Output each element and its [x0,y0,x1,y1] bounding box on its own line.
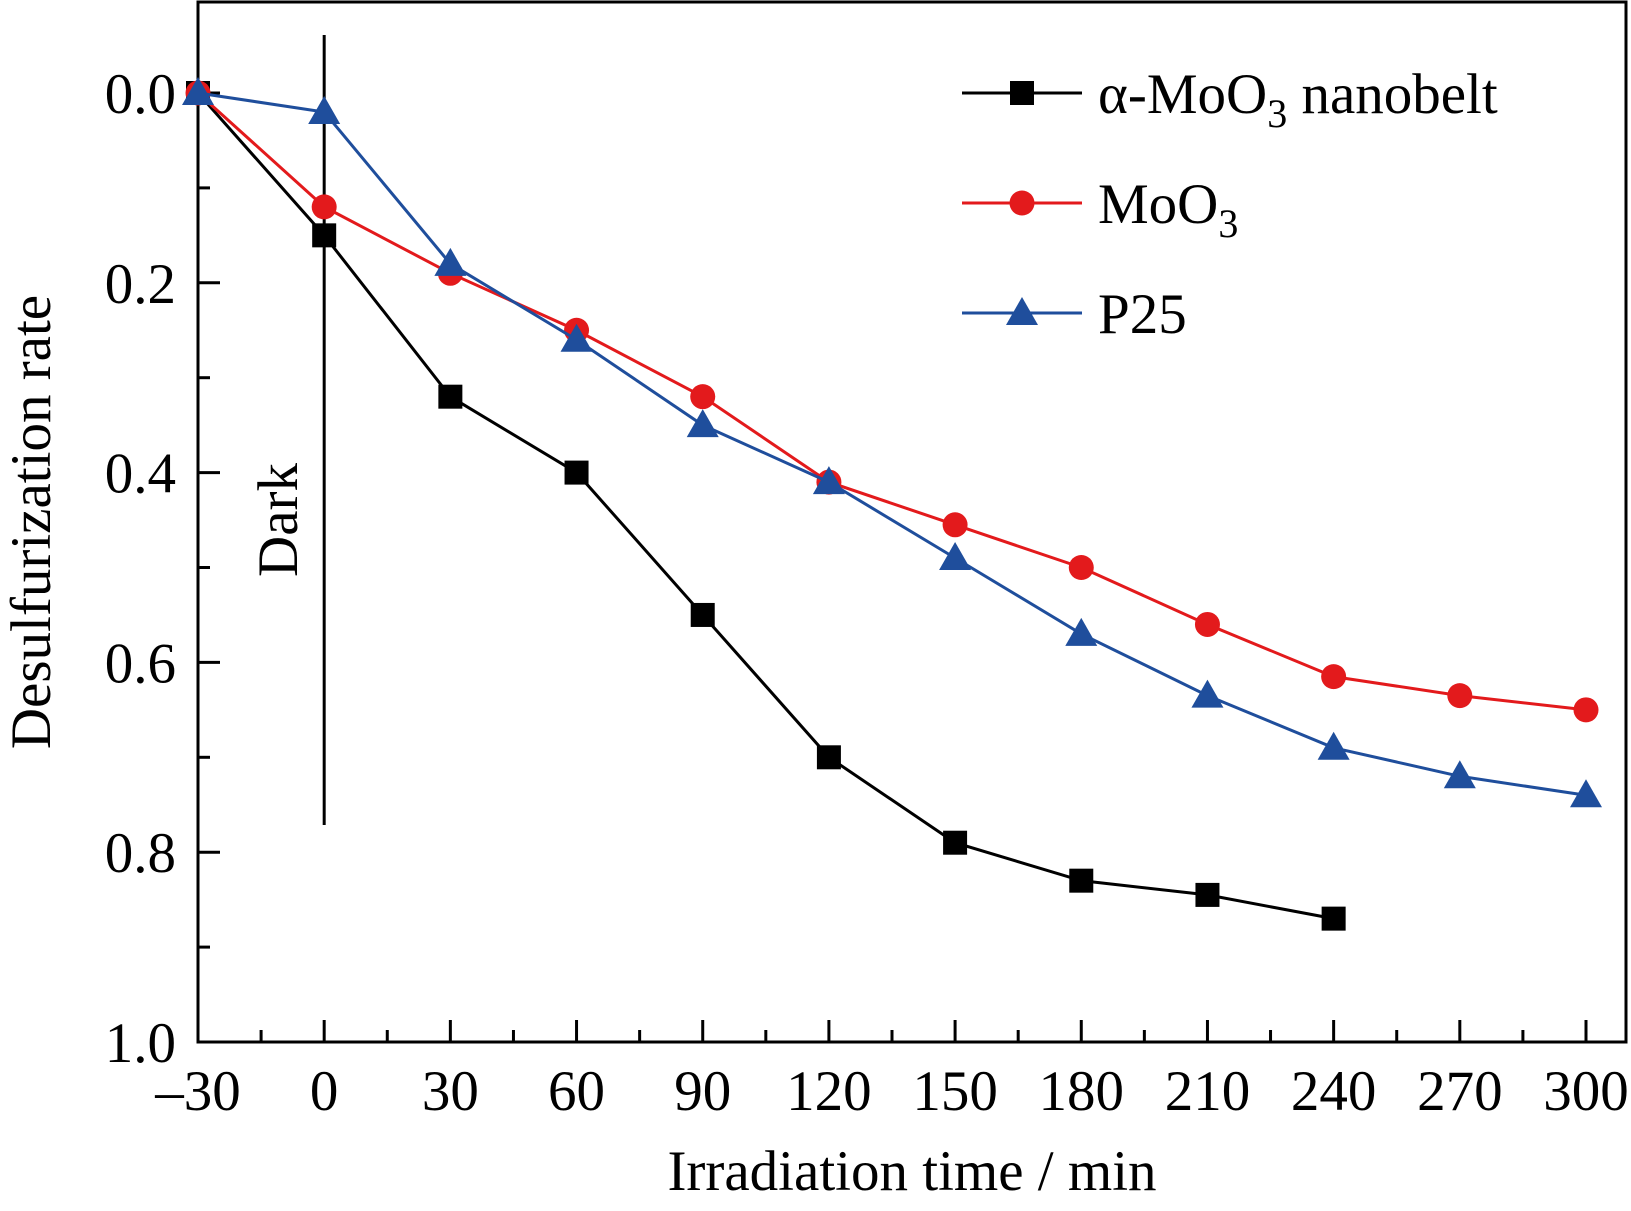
legend-label: α-MoO3 nanobelt [1098,63,1498,136]
data-point [182,77,214,105]
x-axis-ticks: –30 0 30 60 90 120 150 180 210 240 270 300 [154,1020,1629,1123]
x-tick-label: 60 [548,1060,605,1123]
data-point [690,602,715,627]
y-tick-label: 0.6 [105,632,176,695]
data-point [308,95,341,124]
y-tick-label: 1.0 [105,1012,176,1075]
data-point [1447,683,1473,709]
legend-marker [1010,81,1034,105]
y-axis-ticks: 0.0 0.2 0.4 0.6 0.8 1.0 [105,63,220,1075]
y-tick-label: 0.8 [105,822,176,885]
data-point [1065,617,1098,646]
legend: α-MoO3 nanobelt MoO3 P25 [962,63,1498,346]
data-point [564,460,589,485]
y-tick-label: 0.4 [105,443,176,506]
data-point [1321,664,1347,690]
data-point [1194,611,1220,637]
data-point [943,830,968,855]
x-tick-label: 0 [310,1060,339,1123]
data-point [1321,906,1346,931]
data-point [438,384,463,409]
x-tick-label: 300 [1543,1060,1629,1123]
data-point [560,323,593,352]
x-tick-label: 150 [912,1060,998,1123]
data-point [1570,779,1602,808]
series-2 [185,80,1599,723]
x-tick-label: 120 [786,1060,872,1123]
x-tick-label: 90 [674,1060,731,1123]
series-line [197,91,1587,797]
legend-marker [1009,190,1035,216]
series-group [182,77,1602,931]
data-point [690,384,716,410]
series-line [196,91,1587,712]
data-point [1443,760,1476,789]
series-line [196,92,1334,921]
legend-label: P25 [1098,283,1187,346]
series-3 [182,77,1602,808]
data-point [1317,731,1350,760]
legend-marker [1006,297,1038,325]
y-tick-label: 0.2 [105,253,176,316]
x-tick-label: 30 [422,1060,479,1123]
data-point [1191,679,1224,708]
y-axis-title: Desulfurization rate [0,295,63,749]
data-point [434,247,467,276]
data-point [1069,868,1094,893]
x-tick-label: –30 [154,1060,241,1123]
x-tick-label: 270 [1417,1060,1503,1123]
dark-annotation: Dark [247,35,326,825]
x-tick-label: 240 [1291,1060,1377,1123]
data-point [1573,697,1599,723]
data-point [939,542,972,571]
plot-frame [196,0,1628,1044]
y-tick-label: 0.0 [105,63,176,126]
data-point [812,466,845,495]
data-point [311,194,337,220]
data-point [816,745,841,770]
x-axis-title: Irradiation time / min [667,1140,1156,1203]
data-point [1195,882,1220,907]
x-tick-label: 210 [1165,1060,1251,1123]
x-tick-label: 180 [1039,1060,1125,1123]
data-point [1068,555,1094,580]
dark-label: Dark [247,463,310,577]
legend-label: MoO3 [1098,173,1238,246]
data-point [312,223,337,248]
data-point [942,512,968,538]
data-point [686,409,719,438]
